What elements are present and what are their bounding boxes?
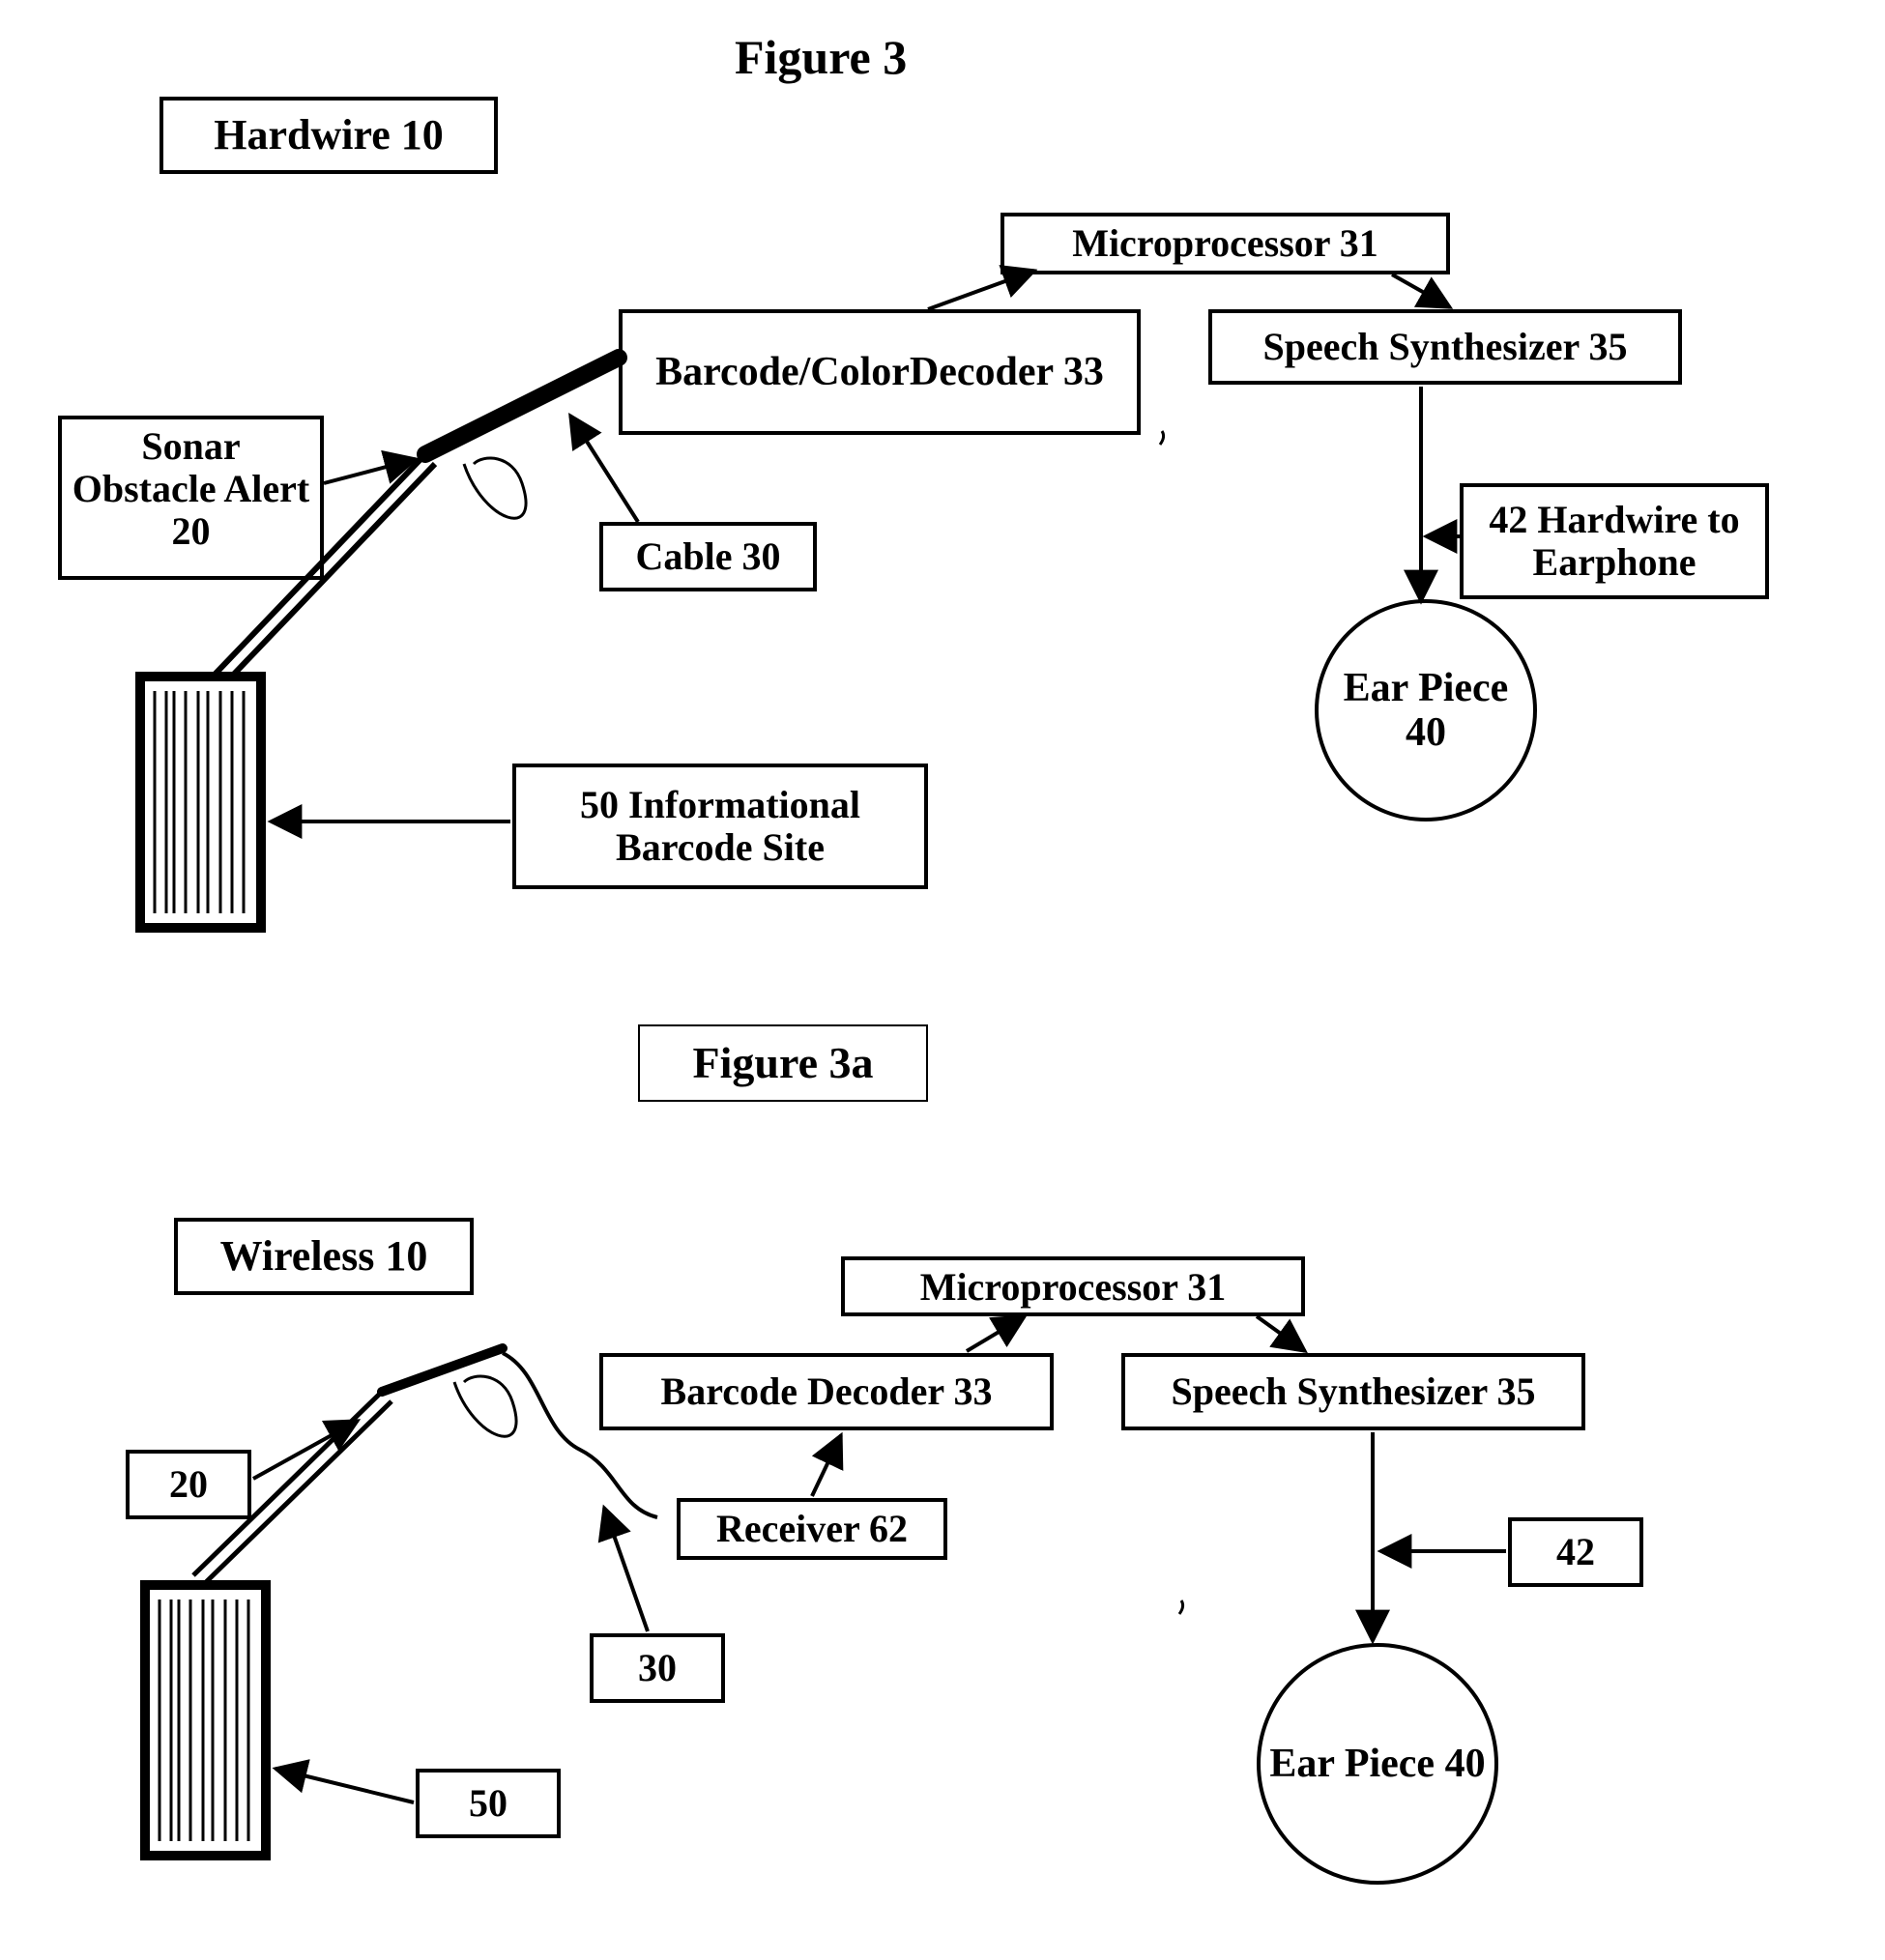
figure-3a-title-box: Figure 3a [638, 1024, 928, 1102]
speech-synth-box-bottom: Speech Synthesizer 35 [1121, 1353, 1585, 1430]
wireless-10-box: Wireless 10 [174, 1218, 474, 1295]
barcode-decoder-box-top: Barcode/ColorDecoder 33 [619, 309, 1141, 435]
page: Figure 3 Hardwire 10 Microprocessor 31 S… [0, 0, 1885, 1960]
sonar-obstacle-box: Sonar Obstacle Alert 20 [58, 416, 324, 580]
ref-20-box: 20 [126, 1450, 251, 1519]
hardwire-10-box: Hardwire 10 [160, 97, 498, 174]
ear-piece-circle-top: Ear Piece 40 [1315, 599, 1537, 821]
ear-piece-circle-bottom: Ear Piece 40 [1257, 1643, 1498, 1885]
speech-synth-box-top: Speech Synthesizer 35 [1208, 309, 1682, 385]
info-barcode-site-box: 50 Informational Barcode Site [512, 764, 928, 889]
hardwire-earphone-box: 42 Hardwire to Earphone [1460, 483, 1769, 599]
figure-3-title: Figure 3 [735, 29, 907, 85]
diagram-overlay [0, 0, 1885, 1960]
ref-30-box: 30 [590, 1633, 725, 1703]
microprocessor-box-top: Microprocessor 31 [1000, 213, 1450, 274]
ref-42-box: 42 [1508, 1517, 1643, 1587]
barcode-decoder-box-bottom: Barcode Decoder 33 [599, 1353, 1054, 1430]
receiver-62-box: Receiver 62 [677, 1498, 947, 1560]
ref-50-box: 50 [416, 1769, 561, 1838]
cable-30-box: Cable 30 [599, 522, 817, 591]
microprocessor-box-bottom: Microprocessor 31 [841, 1256, 1305, 1316]
